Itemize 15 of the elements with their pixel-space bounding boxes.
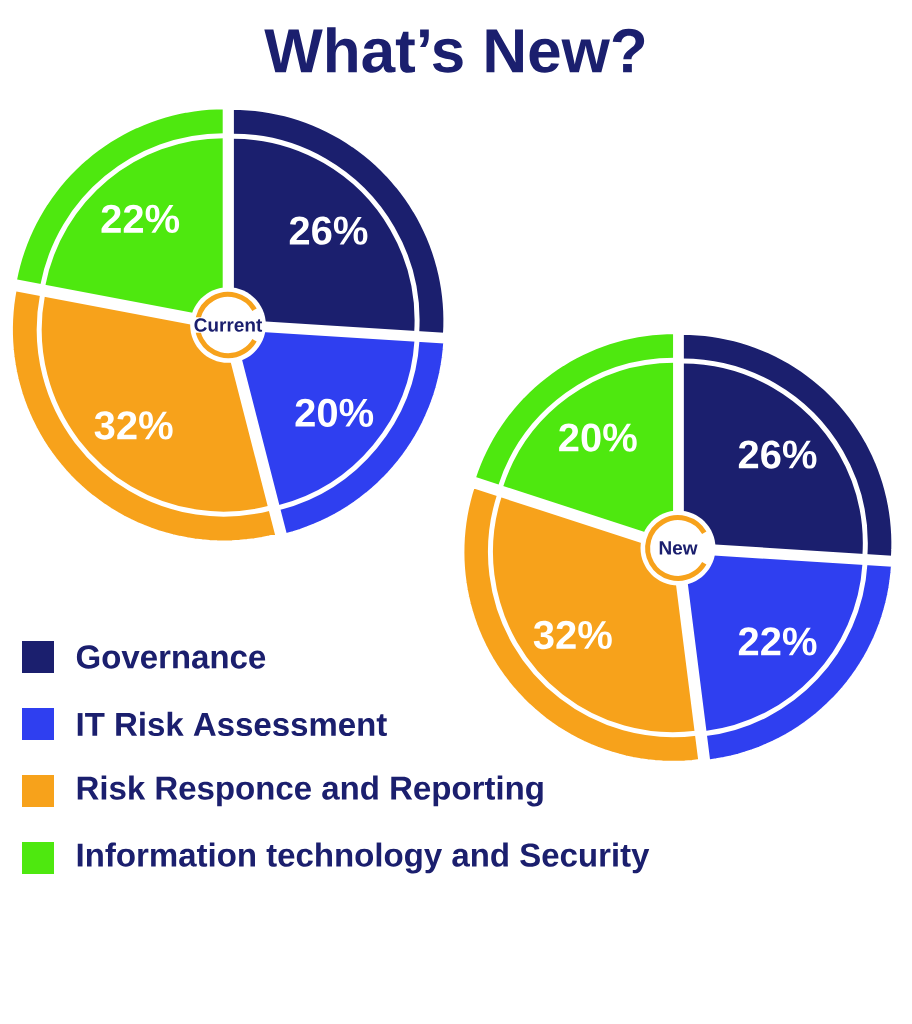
data-label: 26% [289, 216, 368, 245]
legend-label: IT Risk Assessment [77, 711, 387, 737]
data-label: 32% [533, 620, 612, 650]
legend-label: Risk Responce and Reporting [77, 775, 543, 807]
legend-label: Governance [76, 645, 266, 669]
text: Current [194, 318, 263, 332]
data-label: 26% [738, 440, 817, 469]
data-label: 20% [559, 423, 637, 452]
data-label: 32% [94, 411, 173, 440]
data-label: 22% [101, 204, 180, 233]
data-label: 22% [738, 627, 817, 656]
data-label: 20% [295, 398, 374, 427]
legend-label: Information technology and Security [77, 842, 650, 874]
chart-title: What’s New? [264, 27, 645, 73]
text: New [659, 541, 698, 555]
